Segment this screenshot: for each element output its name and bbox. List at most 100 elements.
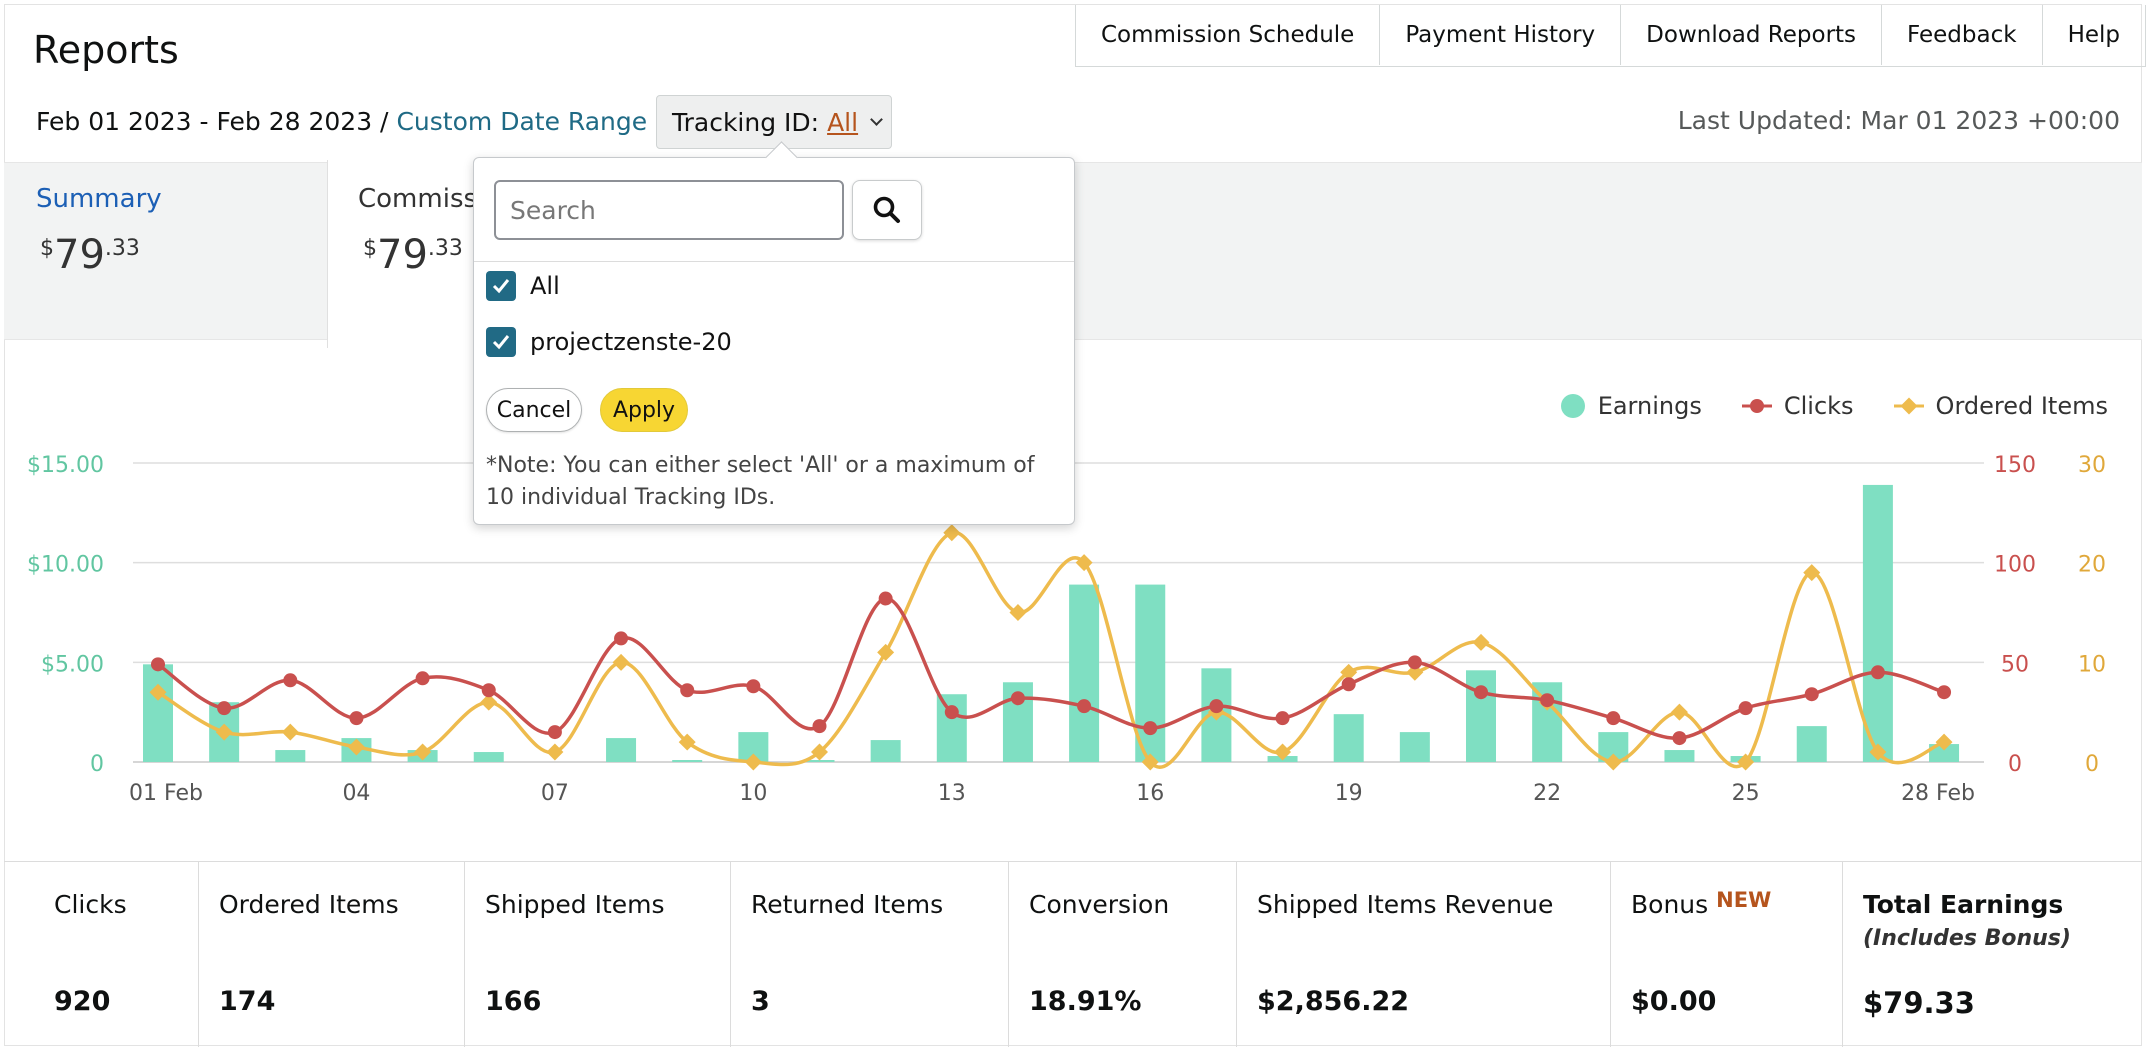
tracking-id-dropdown: All projectzenste-20 Cancel Apply *Note:… <box>473 157 1075 525</box>
ordered-items-point <box>1869 743 1887 761</box>
nav-commission-schedule[interactable]: Commission Schedule <box>1100 22 1355 48</box>
apply-button[interactable]: Apply <box>600 388 688 432</box>
clicks-point <box>1738 701 1753 716</box>
currency-symbol: $ <box>40 236 54 261</box>
nav-help[interactable]: Help <box>2041 5 2145 65</box>
earnings-bar <box>143 664 173 762</box>
legend-earnings[interactable]: Earnings <box>1560 392 1702 420</box>
option-projectzenste-20-label: projectzenste-20 <box>530 328 732 356</box>
tab-summary[interactable]: Summary <box>36 184 162 214</box>
amount-cents: .33 <box>104 236 140 261</box>
y-items-tick-label: 20 <box>2078 553 2106 578</box>
ordered-items-point <box>546 743 564 761</box>
clicks-point <box>812 719 827 734</box>
earnings-bar <box>1399 732 1430 762</box>
x-tick-label: 13 <box>938 781 966 806</box>
cancel-button[interactable]: Cancel <box>486 388 582 432</box>
stat-sublabel: (Includes Bonus) <box>1863 926 2071 951</box>
stat-value: $0.00 <box>1631 986 1717 1017</box>
stat-label: Shipped Items Revenue <box>1257 890 1554 919</box>
search-icon <box>873 196 900 223</box>
option-all[interactable]: All <box>486 271 560 301</box>
option-all-label: All <box>530 272 560 300</box>
clicks-point <box>944 705 959 720</box>
x-tick-label: 19 <box>1335 781 1363 806</box>
tracking-id-dropdown-button[interactable]: Tracking ID: All <box>656 95 892 149</box>
stat-returned-items: Returned Items 3 <box>730 862 1008 1047</box>
y-items-tick-label: 0 <box>2085 752 2099 777</box>
tracking-id-value[interactable]: All <box>827 107 859 137</box>
checkbox-projectzenste-20[interactable] <box>486 327 516 357</box>
stat-label: Bonus NEW <box>1631 888 1772 919</box>
stat-value: 3 <box>751 986 770 1017</box>
legend-ordered-items[interactable]: Ordered Items <box>1893 392 2108 420</box>
earnings-bar <box>672 760 703 762</box>
nav-payment-history[interactable]: Payment History <box>1379 5 1620 65</box>
clicks-point <box>349 711 364 726</box>
ordered-items-point <box>1009 604 1027 621</box>
search-input[interactable] <box>494 180 844 240</box>
date-range-row: Feb 01 2023 - Feb 28 2023 / Custom Date … <box>36 107 678 136</box>
x-tick-label: 01 Feb <box>129 781 203 806</box>
clicks-point <box>1077 699 1092 714</box>
x-tick-label: 22 <box>1533 781 1561 806</box>
stat-shipped-items-revenue: Shipped Items Revenue $2,856.22 <box>1236 862 1610 1047</box>
dropdown-divider <box>474 261 1074 262</box>
nav-feedback[interactable]: Feedback <box>1881 5 2042 65</box>
earnings-bar <box>1333 714 1364 762</box>
ordered-items-point <box>811 743 828 761</box>
clicks-point <box>415 671 430 686</box>
clicks-point <box>878 591 893 606</box>
ordered-items-point <box>877 643 895 661</box>
earnings-bar <box>1796 726 1827 762</box>
last-updated: Last Updated: Mar 01 2023 +00:00 <box>1677 106 2120 135</box>
clicks-point <box>614 631 629 646</box>
search-button[interactable] <box>852 180 922 240</box>
x-tick-label: 07 <box>541 781 569 806</box>
summary-amount: $79.33 <box>40 232 140 278</box>
ordered-items-point <box>1274 743 1292 761</box>
x-tick-label: 16 <box>1136 781 1164 806</box>
legend-clicks[interactable]: Clicks <box>1741 392 1854 420</box>
clicks-point <box>1540 693 1555 708</box>
stat-value: $2,856.22 <box>1257 986 1410 1017</box>
stat-label: Total Earnings <box>1863 890 2064 919</box>
x-tick-label: 28 Feb <box>1901 781 1975 806</box>
earnings-bar <box>606 738 637 762</box>
stat-value: 166 <box>485 986 542 1017</box>
earnings-dot-icon <box>1560 394 1585 418</box>
custom-date-range-link[interactable]: Custom Date Range <box>396 107 648 136</box>
checkmark-icon <box>492 279 510 294</box>
ordered-items-point <box>1141 753 1159 771</box>
stat-value: 18.91% <box>1029 986 1142 1017</box>
ordered-items-point <box>943 524 961 542</box>
clicks-point <box>547 725 562 740</box>
clicks-point <box>680 683 695 698</box>
stat-shipped-items: Shipped Items 166 <box>464 862 730 1047</box>
stat-total-earnings: Total Earnings (Includes Bonus) $79.33 <box>1842 862 2142 1047</box>
option-projectzenste-20[interactable]: projectzenste-20 <box>486 327 732 357</box>
clicks-point <box>1209 699 1224 714</box>
new-badge: NEW <box>1716 888 1772 912</box>
clicks-point <box>746 679 761 694</box>
checkmark-icon <box>492 335 510 350</box>
nav-download-reports[interactable]: Download Reports <box>1620 5 1881 65</box>
y-left-tick-label: $10.00 <box>27 553 104 578</box>
clicks-point <box>1143 721 1158 736</box>
page-title: Reports <box>33 28 179 72</box>
x-tick-label: 10 <box>739 781 767 806</box>
y-clicks-tick-label: 50 <box>2001 652 2029 677</box>
stat-value: 920 <box>54 986 111 1017</box>
clicks-point <box>1474 685 1488 700</box>
clicks-point <box>1606 711 1621 726</box>
checkbox-all[interactable] <box>486 271 516 301</box>
earnings-bar <box>1929 744 1960 762</box>
earnings-bar <box>473 752 504 762</box>
commission-amount: $79.33 <box>363 232 473 278</box>
date-range-text: Feb 01 2023 - Feb 28 2023 / <box>36 107 389 136</box>
y-left-tick-label: $5.00 <box>41 652 104 677</box>
legend-ordered-items-label: Ordered Items <box>1935 392 2108 420</box>
tab-commission-label[interactable]: Commission <box>358 184 488 214</box>
stat-value: $79.33 <box>1863 986 1975 1020</box>
y-items-tick-label: 30 <box>2078 453 2106 478</box>
